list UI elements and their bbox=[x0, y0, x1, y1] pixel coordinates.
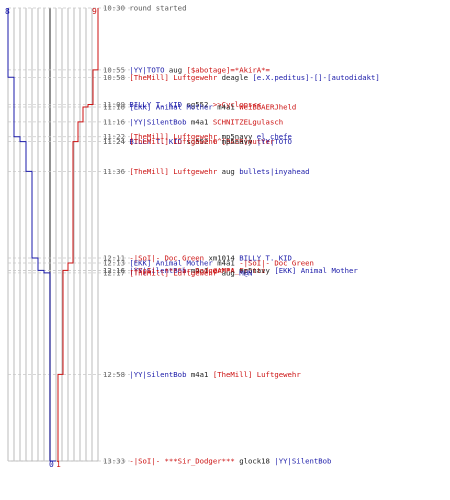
event-time: 12:58 bbox=[103, 370, 129, 379]
event-killer: [TheMill] Luftgewehr bbox=[129, 132, 217, 141]
event-time: 11:10 bbox=[103, 103, 129, 112]
event-row: 12:58 |YY|SilentBob m4a1 [TheMill] Luftg… bbox=[103, 370, 301, 379]
event-row: 11:36 [TheMill] Luftgewehr aug bullets|i… bbox=[103, 167, 310, 176]
event-time: 11:22 bbox=[103, 132, 129, 141]
event-victim: [$abotage]=*AkirA*= bbox=[186, 65, 270, 74]
blue-start-count: 8 bbox=[5, 7, 10, 16]
event-victim: >>Cyclops<< bbox=[213, 100, 262, 109]
event-weapon: m4a1 bbox=[213, 258, 239, 267]
event-killer: |YY|SilentBob bbox=[129, 117, 186, 126]
event-killer: -|SoI|- ***Sir_Dodger*** bbox=[129, 457, 234, 466]
event-weapon: m4a1 bbox=[186, 370, 212, 379]
event-weapon: aug bbox=[217, 167, 239, 176]
event-victim: M@N bbox=[239, 268, 252, 277]
red-end-count: 1 bbox=[56, 460, 61, 469]
event-victim: -|SoI|- Doc Green bbox=[239, 258, 314, 267]
event-killer: [TheMill] Luftgewehr bbox=[129, 167, 217, 176]
blue-end-count: 0 bbox=[49, 460, 54, 469]
event-time: 10:55 bbox=[103, 65, 129, 74]
event-victim: @AMPA_Frutti bbox=[213, 266, 266, 275]
event-time: 13:33 bbox=[103, 457, 129, 466]
event-time: 11:16 bbox=[103, 117, 129, 126]
event-victim: BILLY T. KID bbox=[239, 254, 292, 263]
event-victim: |YY|TOTO bbox=[257, 137, 292, 146]
event-weapon: m4a1 bbox=[186, 117, 212, 126]
red-team-alive-line bbox=[57, 8, 99, 461]
event-weapon: aug bbox=[165, 65, 187, 74]
event-victim: G^[BAER]mutter bbox=[213, 137, 275, 146]
event-victim: SCHNITZELgulasch bbox=[213, 117, 283, 126]
event-weapon: sg552 bbox=[182, 100, 213, 109]
event-time: 12:16 bbox=[103, 266, 129, 275]
blue-team-alive-line bbox=[7, 8, 56, 462]
event-killer: [EKK] Animal Mother bbox=[129, 258, 213, 267]
event-killer: BILLY T. KID bbox=[129, 100, 182, 109]
event-row: 12:17 [TheMill] Luftgewehr aug M@N bbox=[103, 268, 252, 277]
event-row: 11:22 [TheMill] Luftgewehr mp5navy el ch… bbox=[103, 132, 292, 141]
event-killer: [TheMill] Luftgewehr bbox=[129, 73, 217, 82]
event-row: 11:09 BILLY T. KID sg552 >>Cyclops<< bbox=[103, 100, 262, 109]
event-time: 11:36 bbox=[103, 167, 129, 176]
event-row: 11:24 [TheMill] Luftgewehr mp5navy |YY|T… bbox=[103, 137, 292, 146]
event-killer: |YY|SilentBob bbox=[129, 370, 186, 379]
event-weapon: xm1014 bbox=[204, 254, 239, 263]
event-time: 11:24 bbox=[103, 137, 129, 146]
event-row: 11:24 BILLY T. KID sg552 G^[BAER]mutter bbox=[103, 137, 275, 146]
event-row: 10:58 [TheMill] Luftgewehr deagle [e.X.p… bbox=[103, 73, 380, 82]
event-time: 12:13 bbox=[103, 258, 129, 267]
event-time: 10:30 bbox=[103, 4, 129, 13]
event-weapon: m4a1 bbox=[186, 266, 212, 275]
event-killer: [TheMill] Luftgewehr bbox=[129, 268, 217, 277]
event-weapon: mp5navy bbox=[217, 137, 257, 146]
event-row: 12:16 -|SoI|- ***Sir_Dodger*** mp5navy [… bbox=[103, 266, 358, 275]
event-time: 12:16 bbox=[103, 266, 129, 275]
event-victim: [EKK] Animal Mother bbox=[274, 266, 358, 275]
event-killer: round started bbox=[129, 4, 186, 13]
red-start-count: 9 bbox=[92, 7, 97, 16]
event-killer: |YY|TOTO bbox=[129, 65, 164, 74]
event-killer: |YY|SilentBob bbox=[129, 266, 186, 275]
event-victim: |YY|SilentBob bbox=[274, 457, 331, 466]
event-time: 12:17 bbox=[103, 268, 129, 277]
kill-event-list: 10:30 round started 10:55 |YY|TOTO aug [$… bbox=[103, 4, 380, 466]
event-row: 12:16 |YY|SilentBob m4a1 @AMPA_Frutti bbox=[103, 266, 266, 275]
event-weapon: mp5navy bbox=[217, 132, 257, 141]
event-killer: [TheMill] Luftgewehr bbox=[129, 137, 217, 146]
event-weapon: sg552 bbox=[182, 137, 213, 146]
event-killer: -|SoI|- ***Sir_Dodger*** bbox=[129, 266, 234, 275]
event-weapon: glock18 bbox=[235, 457, 275, 466]
player-gridlines bbox=[7, 8, 99, 462]
event-killer: [EKK] Animal Mother bbox=[129, 103, 213, 112]
event-row: 12:11 -|SoI|- Doc Green xm1014 BILLY T. … bbox=[103, 254, 292, 263]
event-weapon: aug bbox=[217, 268, 239, 277]
event-time: 11:09 bbox=[103, 100, 129, 109]
event-killer: -|SoI|- Doc Green bbox=[129, 254, 204, 263]
event-row: 12:13 [EKK] Animal Mother m4a1 -|SoI|- D… bbox=[103, 258, 314, 267]
event-victim: bullets|inyahead bbox=[239, 167, 309, 176]
event-killer: BILLY T. KID bbox=[129, 137, 182, 146]
event-weapon: deagle bbox=[217, 73, 252, 82]
event-weapon: mp5navy bbox=[235, 266, 275, 275]
event-weapon: m4a1 bbox=[213, 103, 239, 112]
event-victim: el chefe bbox=[257, 132, 292, 141]
event-time: 12:11 bbox=[103, 254, 129, 263]
event-time: 10:58 bbox=[103, 73, 129, 82]
event-victim: [TheMill] Luftgewehr bbox=[213, 370, 301, 379]
event-row: 11:10 [EKK] Animal Mother m4a1 WeiBBAERJ… bbox=[103, 103, 296, 112]
event-row: 11:16 |YY|SilentBob m4a1 SCHNITZELgulasc… bbox=[103, 117, 283, 126]
event-victim: [e.X.peditus]-[]-[autodidakt] bbox=[252, 73, 379, 82]
event-victim: WeiBBAERJheld bbox=[239, 103, 296, 112]
event-row: 13:33 -|SoI|- ***Sir_Dodger*** glock18 |… bbox=[103, 457, 331, 466]
event-row: 10:30 round started bbox=[103, 4, 186, 13]
event-time: 11:24 bbox=[103, 137, 129, 146]
event-row: 10:55 |YY|TOTO aug [$abotage]=*AkirA*= bbox=[103, 65, 271, 74]
